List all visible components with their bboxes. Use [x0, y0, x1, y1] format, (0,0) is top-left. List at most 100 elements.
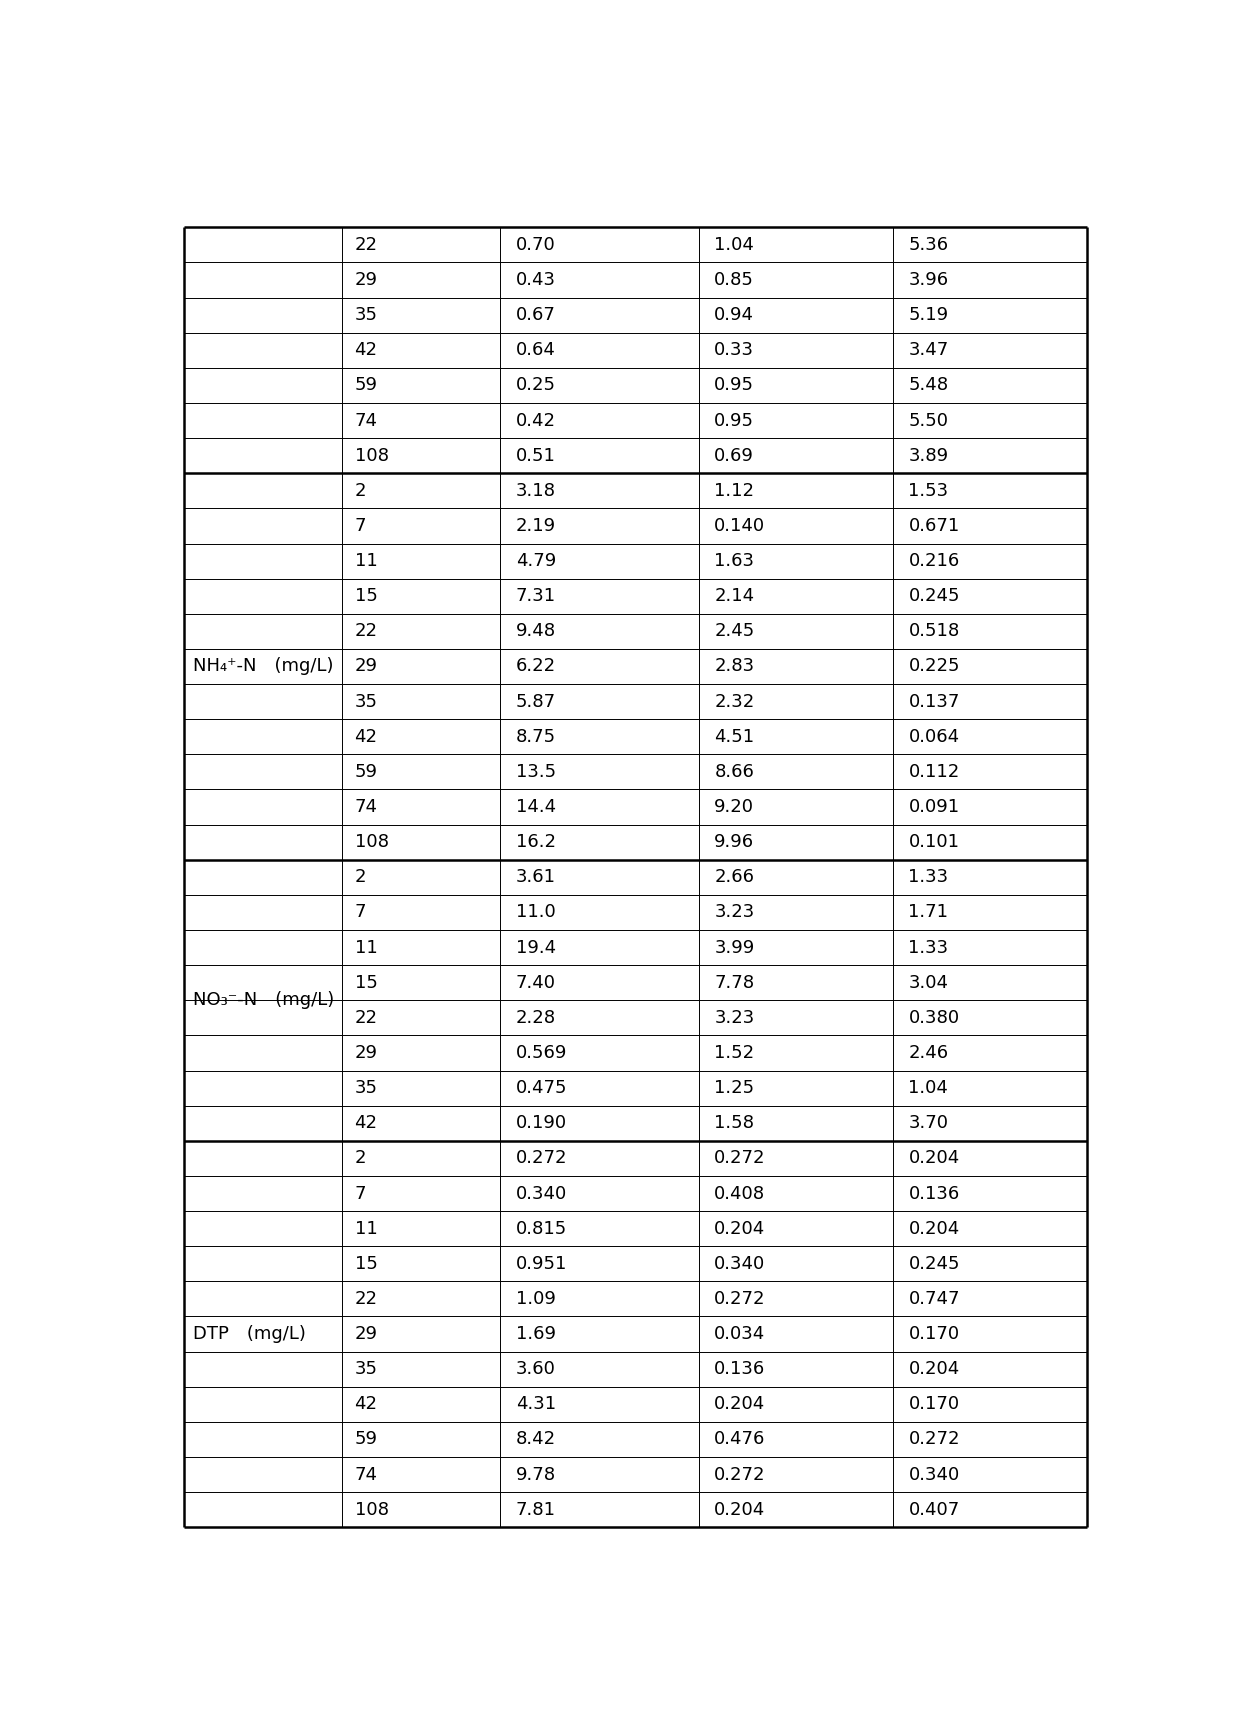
Text: 0.518: 0.518	[909, 622, 960, 641]
Text: 0.136: 0.136	[909, 1184, 960, 1203]
Text: 0.272: 0.272	[714, 1465, 766, 1484]
Text: 3.70: 3.70	[909, 1115, 949, 1132]
Text: 19.4: 19.4	[516, 938, 556, 957]
Text: NH₄⁺-N (mg/L): NH₄⁺-N (mg/L)	[193, 657, 334, 676]
Text: 3.89: 3.89	[909, 448, 949, 465]
Text: 22: 22	[355, 237, 377, 254]
Text: 0.272: 0.272	[714, 1289, 766, 1308]
Text: 0.569: 0.569	[516, 1044, 567, 1063]
Text: 0.204: 0.204	[909, 1220, 960, 1237]
Text: 0.101: 0.101	[909, 833, 960, 852]
Text: 0.340: 0.340	[516, 1184, 567, 1203]
Text: 7.40: 7.40	[516, 973, 556, 992]
Text: 8.42: 8.42	[516, 1431, 556, 1448]
Text: 7: 7	[355, 517, 366, 536]
Text: 42: 42	[355, 727, 377, 746]
Text: 3.23: 3.23	[714, 1009, 754, 1026]
Text: 29: 29	[355, 657, 377, 676]
Text: 4.79: 4.79	[516, 551, 557, 570]
Text: 7.31: 7.31	[516, 588, 556, 605]
Text: 9.78: 9.78	[516, 1465, 556, 1484]
Text: 14.4: 14.4	[516, 798, 556, 816]
Text: 2.46: 2.46	[909, 1044, 949, 1063]
Text: 0.95: 0.95	[714, 411, 754, 430]
Text: 13.5: 13.5	[516, 762, 556, 781]
Text: 1.04: 1.04	[909, 1078, 949, 1097]
Text: 11.0: 11.0	[516, 904, 556, 921]
Text: 0.25: 0.25	[516, 377, 556, 394]
Text: 0.204: 0.204	[909, 1149, 960, 1168]
Text: 29: 29	[355, 1325, 377, 1343]
Text: 22: 22	[355, 622, 377, 641]
Text: 9.20: 9.20	[714, 798, 754, 816]
Text: 0.064: 0.064	[909, 727, 960, 746]
Text: 3.61: 3.61	[516, 867, 556, 886]
Text: 35: 35	[355, 306, 377, 325]
Text: 0.33: 0.33	[714, 342, 754, 359]
Text: 0.95: 0.95	[714, 377, 754, 394]
Text: 0.340: 0.340	[714, 1255, 765, 1274]
Text: 0.476: 0.476	[714, 1431, 765, 1448]
Text: 0.408: 0.408	[714, 1184, 765, 1203]
Text: NO₃⁻-N (mg/L): NO₃⁻-N (mg/L)	[193, 992, 335, 1009]
Text: 0.170: 0.170	[909, 1325, 960, 1343]
Text: 35: 35	[355, 1360, 377, 1379]
Text: 9.96: 9.96	[714, 833, 754, 852]
Text: 1.25: 1.25	[714, 1078, 754, 1097]
Text: 7: 7	[355, 904, 366, 921]
Text: 0.136: 0.136	[714, 1360, 765, 1379]
Text: 7.81: 7.81	[516, 1500, 556, 1519]
Text: 42: 42	[355, 342, 377, 359]
Text: 3.60: 3.60	[516, 1360, 556, 1379]
Text: 0.85: 0.85	[714, 271, 754, 289]
Text: 2.32: 2.32	[714, 693, 754, 710]
Text: 1.52: 1.52	[714, 1044, 754, 1063]
Text: 1.12: 1.12	[714, 482, 754, 499]
Text: 74: 74	[355, 1465, 377, 1484]
Text: 7: 7	[355, 1184, 366, 1203]
Text: 8.66: 8.66	[714, 762, 754, 781]
Text: 6.22: 6.22	[516, 657, 556, 676]
Text: 29: 29	[355, 271, 377, 289]
Text: 11: 11	[355, 1220, 377, 1237]
Text: 1.69: 1.69	[516, 1325, 556, 1343]
Text: 0.43: 0.43	[516, 271, 556, 289]
Text: 42: 42	[355, 1115, 377, 1132]
Text: 35: 35	[355, 1078, 377, 1097]
Text: 3.04: 3.04	[909, 973, 949, 992]
Text: 9.48: 9.48	[516, 622, 556, 641]
Text: 0.204: 0.204	[714, 1394, 765, 1414]
Text: 0.091: 0.091	[909, 798, 960, 816]
Text: 1.63: 1.63	[714, 551, 754, 570]
Text: 1.53: 1.53	[909, 482, 949, 499]
Text: 3.47: 3.47	[909, 342, 949, 359]
Text: 15: 15	[355, 973, 377, 992]
Text: 1.09: 1.09	[516, 1289, 556, 1308]
Text: 2: 2	[355, 482, 366, 499]
Text: 0.69: 0.69	[714, 448, 754, 465]
Text: 0.475: 0.475	[516, 1078, 568, 1097]
Text: 29: 29	[355, 1044, 377, 1063]
Text: 0.951: 0.951	[516, 1255, 567, 1274]
Text: 0.407: 0.407	[909, 1500, 960, 1519]
Text: 2.45: 2.45	[714, 622, 754, 641]
Text: 0.216: 0.216	[909, 551, 960, 570]
Text: 2: 2	[355, 1149, 366, 1168]
Text: 0.204: 0.204	[714, 1220, 765, 1237]
Text: 1.58: 1.58	[714, 1115, 754, 1132]
Text: 5.50: 5.50	[909, 411, 949, 430]
Text: 3.18: 3.18	[516, 482, 556, 499]
Text: 11: 11	[355, 938, 377, 957]
Text: 15: 15	[355, 588, 377, 605]
Text: 5.36: 5.36	[909, 237, 949, 254]
Text: 3.99: 3.99	[714, 938, 754, 957]
Text: 0.67: 0.67	[516, 306, 556, 325]
Text: 7.78: 7.78	[714, 973, 754, 992]
Text: 0.137: 0.137	[909, 693, 960, 710]
Text: 16.2: 16.2	[516, 833, 556, 852]
Text: DTP (mg/L): DTP (mg/L)	[193, 1325, 306, 1343]
Text: 2: 2	[355, 867, 366, 886]
Text: 108: 108	[355, 1500, 388, 1519]
Text: 1.33: 1.33	[909, 867, 949, 886]
Text: 2.19: 2.19	[516, 517, 556, 536]
